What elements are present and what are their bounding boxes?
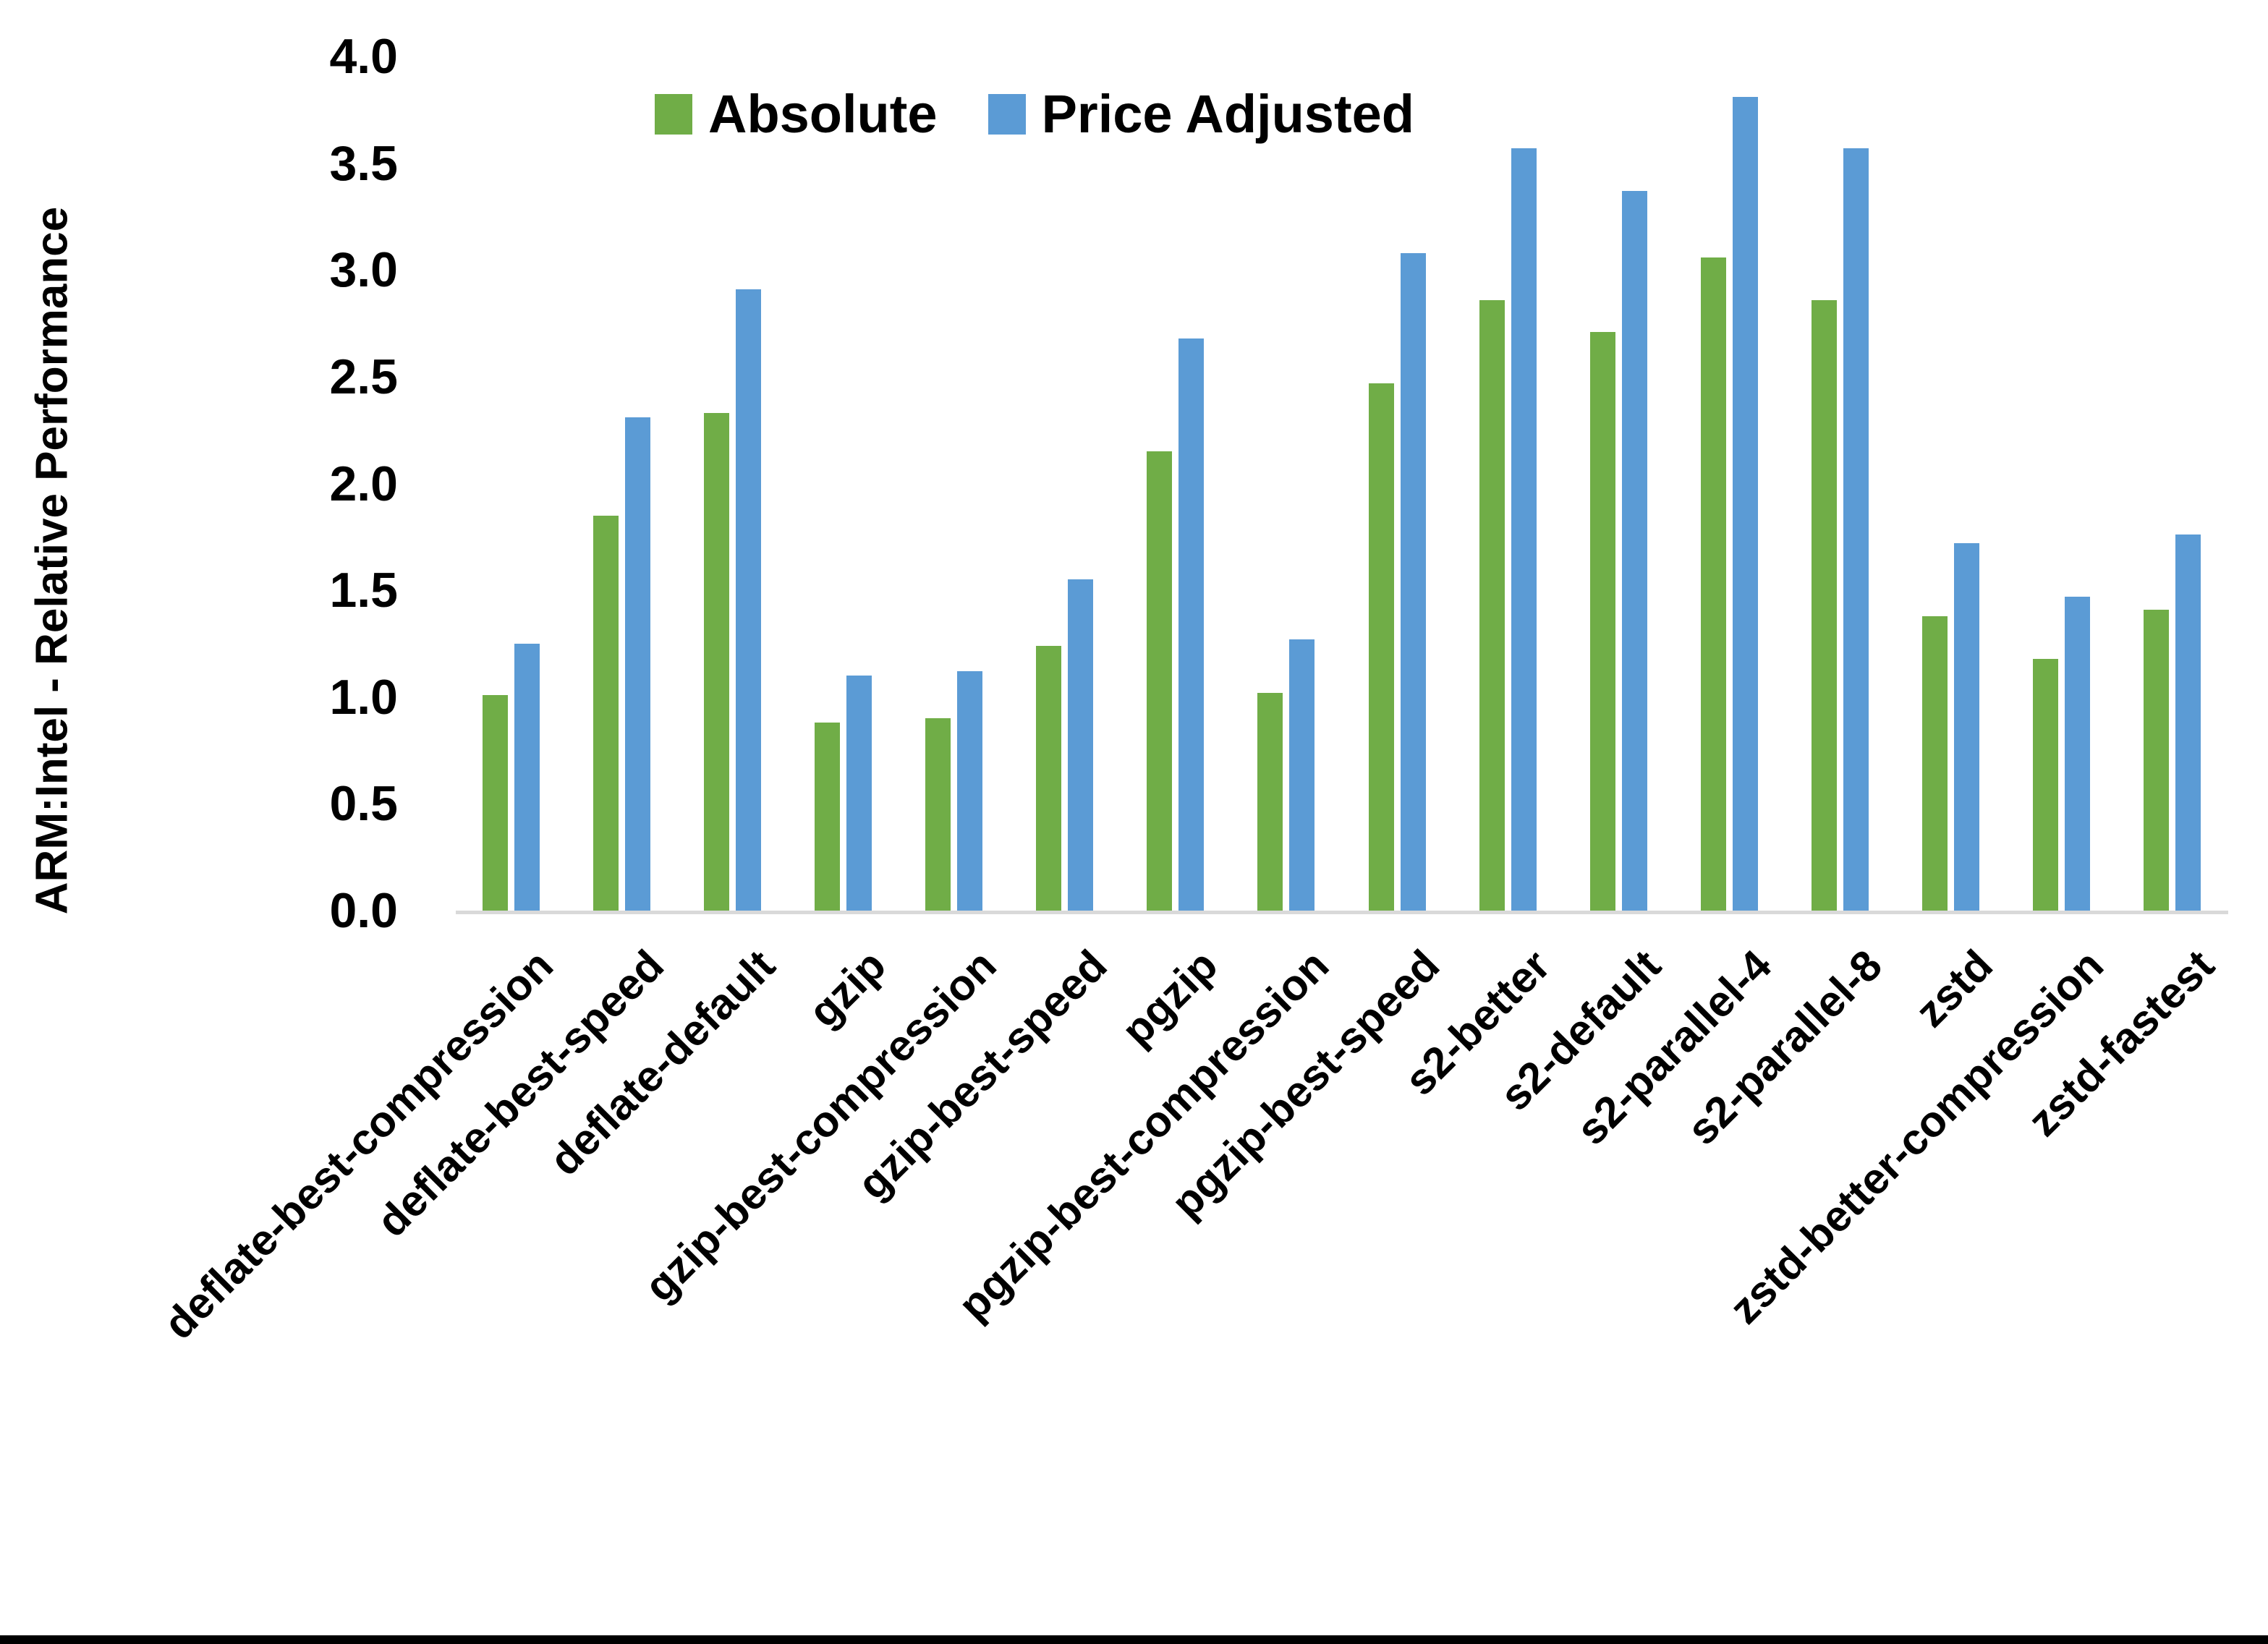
- category-label: zstd: [1906, 940, 2002, 1036]
- y-axis-title: ARM:Intel - Relative Performance: [27, 206, 77, 915]
- bar-price-adjusted: [1732, 97, 1758, 911]
- y-tick-label: 1.5: [329, 563, 398, 618]
- bar-price-adjusted: [625, 417, 651, 911]
- bar-price-adjusted: [1843, 148, 1869, 911]
- bar-price-adjusted: [1068, 579, 1094, 911]
- category-label: gzip: [799, 940, 895, 1036]
- bar-price-adjusted: [1953, 543, 1979, 911]
- bar-price-adjusted: [1178, 338, 1205, 911]
- bar-absolute: [1921, 616, 1948, 911]
- bar-absolute: [1589, 331, 1615, 911]
- y-tick-label: 0.0: [329, 883, 398, 938]
- bar-price-adjusted: [1289, 639, 1315, 911]
- bar-price-adjusted: [514, 643, 540, 911]
- bar-absolute: [1147, 451, 1173, 911]
- bar-absolute: [483, 694, 508, 911]
- y-tick-label: 3.5: [329, 135, 398, 191]
- y-tick-label: 2.5: [329, 349, 398, 404]
- y-tick-label: 3.0: [329, 242, 398, 298]
- bar-absolute: [1036, 645, 1062, 911]
- bar-absolute: [815, 723, 841, 911]
- bar-price-adjusted: [1511, 148, 1537, 911]
- bar-absolute: [2032, 658, 2058, 911]
- legend-swatch-icon: [655, 94, 692, 135]
- category-label: s2-parallel-8: [1678, 940, 1892, 1154]
- bar-absolute: [704, 413, 730, 911]
- legend-entry: Absolute: [655, 85, 938, 143]
- bar-price-adjusted: [2064, 596, 2090, 911]
- bar-absolute: [1257, 692, 1283, 911]
- legend-label: Absolute: [708, 84, 938, 144]
- y-tick-label: 0.5: [329, 776, 398, 832]
- y-tick-label: 4.0: [329, 29, 398, 84]
- legend-label: Price Adjusted: [1041, 84, 1414, 144]
- bar-absolute: [2144, 609, 2170, 911]
- legend-swatch-icon: [988, 94, 1026, 135]
- bar-absolute: [925, 718, 951, 911]
- bar-absolute: [593, 515, 619, 911]
- bar-price-adjusted: [1621, 191, 1647, 911]
- y-tick-label: 1.0: [329, 669, 398, 725]
- x-axis-line: [456, 911, 2228, 914]
- legend-entry: Price Adjusted: [988, 85, 1414, 143]
- legend: Absolute Price Adjusted: [655, 85, 1465, 143]
- category-label: s2-parallel-4: [1567, 940, 1781, 1154]
- bar-price-adjusted: [957, 671, 983, 911]
- bottom-border-line: [0, 1635, 2268, 1644]
- bar-price-adjusted: [846, 676, 872, 911]
- bar-price-adjusted: [2175, 534, 2201, 911]
- bar-absolute: [1479, 299, 1505, 911]
- bar-price-adjusted: [736, 289, 762, 911]
- bar-absolute: [1368, 383, 1394, 911]
- bar-absolute: [1700, 257, 1726, 911]
- bar-absolute: [1811, 299, 1837, 911]
- bar-price-adjusted: [1400, 252, 1426, 911]
- y-tick-label: 2.0: [329, 456, 398, 511]
